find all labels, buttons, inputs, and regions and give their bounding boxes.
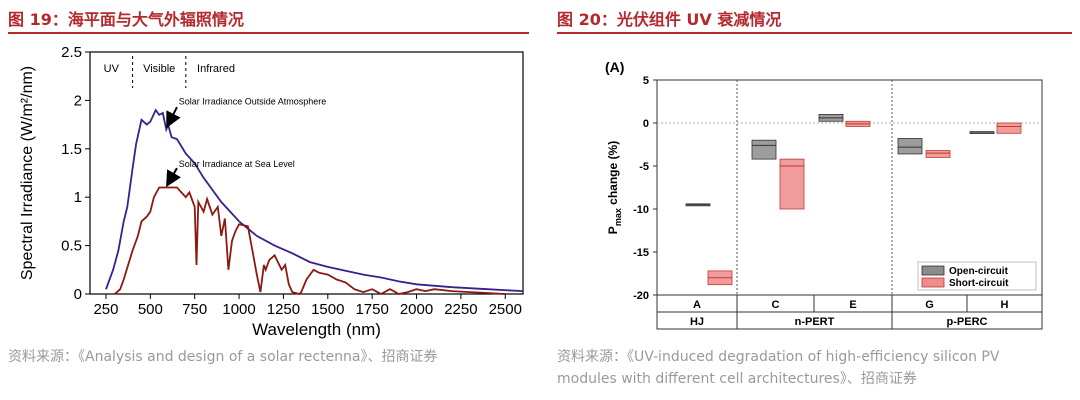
fig20-uv-degradation-chart: (A) 5 0 -5 -10 -15 -20 Pmax change (%) A C E G H HJ n-…: [605, 59, 1043, 330]
fig20-legend-label: Open-circuit: [949, 266, 1009, 277]
fig20-ytick-label: -10: [633, 204, 649, 216]
fig19-ytick-label: 0.5: [61, 238, 82, 255]
fig20-group-label: p-PERC: [947, 316, 988, 328]
fig20-category-label: C: [772, 299, 780, 311]
fig20-yaxis-label-sub: max: [613, 208, 623, 226]
fig19-xtick-label: 1500: [311, 301, 344, 318]
fig20-legend-label: Short-circuit: [949, 278, 1009, 289]
fig19-xtick-label: 750: [182, 301, 207, 318]
fig20-yaxis-label: Pmax change (%): [606, 141, 623, 234]
fig20-group-label: n-PERT: [795, 316, 835, 328]
fig19-yaxis-label: Spectral Irradiance (W/m²/nm): [19, 66, 36, 280]
fig19-xtick-label: 500: [138, 301, 163, 318]
fig19-ytick-label: 1: [74, 189, 82, 206]
fig20-ytick-label: -5: [639, 161, 649, 173]
fig19-title: 图 19：海平面与大气外辐照情况: [8, 10, 244, 29]
fig19-sea-level-line: [114, 186, 506, 296]
fig19-ytick-label: 2: [74, 92, 82, 109]
fig19-xtick-label: 1000: [222, 301, 255, 318]
fig19-annotation-arrow: [166, 167, 181, 188]
fig19-xtick-label: 2500: [489, 301, 522, 318]
fig19-annotation-label: Solar Irradiance at Sea Level: [179, 159, 295, 169]
fig20-source: 资料来源：《UV-induced degradation of high-eff…: [557, 346, 1075, 390]
fig19-region-label: UV: [104, 63, 120, 75]
fig19-region-label: Visible: [143, 63, 175, 75]
fig20-ytick-label: -15: [633, 247, 649, 259]
fig20-box-short-H: [996, 122, 1022, 134]
fig20-category-label: A: [693, 299, 701, 311]
fig20-ytick-label: 5: [643, 75, 649, 87]
fig19-annotation-arrow: [166, 106, 181, 129]
fig19-xaxis-label: Wavelength (nm): [252, 320, 381, 339]
fig20-category-label: G: [925, 299, 934, 311]
fig20-box-open-C: [751, 139, 777, 160]
fig20-ytick-label: -20: [633, 290, 649, 302]
fig19-spectrum-chart: 0 0.5 1 1.5 2 2.5 250 500 750 1000 1250 1500 1750 200…: [19, 44, 524, 339]
fig19-title-rule: [8, 32, 529, 34]
fig19-xtick-label: 1250: [267, 301, 300, 318]
fig19-source: 资料来源：《Analysis and design of a solar rec…: [8, 349, 438, 365]
fig20-title: 图 20：光伏组件 UV 衰减情况: [557, 10, 782, 29]
fig20-category-label: H: [1001, 299, 1009, 311]
fig20-box-short-C: [779, 158, 805, 210]
fig20-category-label: E: [849, 299, 856, 311]
fig19-xtick-label: 2250: [444, 301, 477, 318]
fig19-region-label: Infrared: [197, 63, 235, 75]
fig19-xtick-label: 250: [93, 301, 118, 318]
fig19-ytick-label: 2.5: [61, 44, 82, 61]
fig20-legend-swatch: [921, 265, 945, 276]
fig20-box-short-G: [925, 150, 951, 158]
fig19-ytick-label: 1.5: [61, 141, 82, 158]
fig20-yaxis-label-rest: change (%): [606, 141, 620, 208]
fig19-outside-atmosphere-line: [105, 108, 524, 292]
fig19-ytick-label: 0: [74, 286, 82, 303]
fig20-source-line2: modules with different cell architecture…: [557, 371, 917, 387]
fig20-box-open-G: [897, 138, 923, 155]
fig19-xtick-label: 2000: [400, 301, 433, 318]
fig20-panel-label: (A): [605, 59, 624, 75]
fig19-xtick-label: 1750: [355, 301, 388, 318]
fig19-plot-frame: [89, 51, 524, 295]
fig20-source-line1: 资料来源：《UV-induced degradation of high-eff…: [557, 349, 1000, 365]
fig20-group-label: HJ: [690, 316, 704, 328]
fig20-ytick-label: 0: [643, 118, 649, 130]
fig20-yaxis-label-p: P: [606, 226, 620, 234]
fig20-title-rule: [557, 32, 1072, 34]
fig19-annotation-label: Solar Irradiance Outside Atmosphere: [179, 96, 327, 106]
fig20-legend-swatch: [921, 277, 945, 288]
